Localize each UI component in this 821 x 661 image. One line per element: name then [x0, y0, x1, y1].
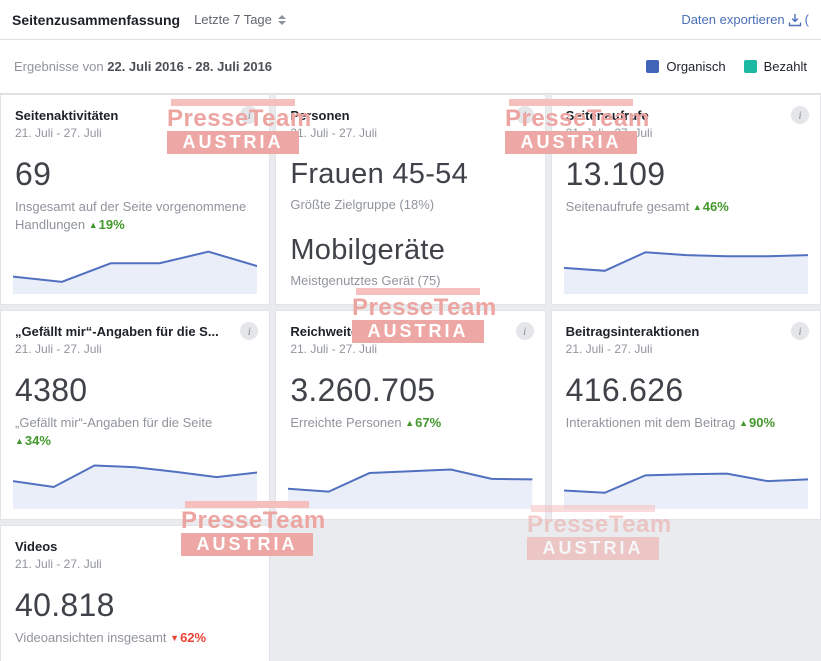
chevron-updown-icon: [277, 14, 286, 25]
delta-badge: ▲34%: [15, 432, 51, 448]
legend-label: Bezahlt: [763, 59, 807, 74]
metric-value: 69: [15, 156, 52, 192]
metric-caption: Seitenaufrufe gesamt ▲46%: [565, 199, 729, 214]
metric-value: 3.260.705: [290, 372, 436, 408]
delta-badge: ▼62%: [170, 630, 207, 645]
export-data-label: Daten exportieren: [681, 12, 785, 27]
info-icon[interactable]: i: [791, 322, 809, 340]
download-icon: [788, 13, 801, 26]
card-seitenaufrufe[interactable]: i Seitenaufrufe 21. Juli - 27. Juli 13.1…: [550, 94, 821, 305]
delta-badge: ▲67%: [405, 415, 442, 430]
card-videos[interactable]: i Videos 21. Juli - 27. Juli 40.818 Vide…: [0, 525, 271, 661]
metric-value: 40.818: [15, 587, 115, 623]
card-period: 21. Juli - 27. Juli: [290, 126, 378, 140]
metric-caption: Erreichte Personen ▲67%: [290, 415, 442, 430]
date-range-text: 22. Juli 2016 - 28. Juli 2016: [107, 59, 273, 74]
info-icon[interactable]: i: [240, 537, 259, 555]
info-icon[interactable]: i: [515, 106, 534, 124]
card-period: 21. Juli - 27. Juli: [15, 557, 102, 571]
down-arrow-icon: ▼: [170, 633, 180, 643]
metric-caption: Interaktionen mit dem Beitrag ▲90%: [565, 415, 776, 430]
date-range-selector[interactable]: Letzte 7 Tage: [194, 12, 286, 27]
up-arrow-icon: ▲: [692, 202, 702, 212]
metric-value: Mobilgeräte: [290, 233, 446, 266]
card-period: 21. Juli - 27. Juli: [565, 126, 653, 140]
legend-label: Organisch: [666, 59, 726, 74]
card-seitenaktivitaeten[interactable]: i Seitenaktivitäten 21. Juli - 27. Juli …: [0, 94, 271, 305]
up-arrow-icon: ▲: [15, 435, 24, 446]
metric-value: Frauen 45-54: [290, 158, 469, 190]
card-personen[interactable]: i Personen 21. Juli - 27. Juli Frauen 45…: [275, 94, 546, 305]
chart-legend: Organisch Bezahlt: [646, 59, 807, 74]
date-range-selector-label: Letzte 7 Tage: [194, 12, 272, 27]
info-icon[interactable]: i: [240, 106, 259, 124]
info-icon[interactable]: i: [791, 106, 809, 124]
trend-chart: [563, 236, 808, 294]
paid-swatch: [743, 60, 757, 73]
card-title: Reichweite: [290, 324, 359, 339]
metric-caption: Meistgenutztes Gerät (75): [290, 272, 441, 288]
audience-group: Frauen 45-54 Größte Zielgruppe (18%): [290, 158, 530, 214]
card-title: Seitenaufrufe: [565, 108, 649, 123]
metric-value: 416.626: [565, 372, 684, 408]
trend-chart: [563, 451, 808, 509]
metric-caption: Videoansichten insgesamt ▼62%: [15, 630, 207, 645]
clipped-text: (: [804, 12, 809, 27]
info-icon[interactable]: i: [240, 322, 259, 340]
card-title: Videos: [15, 539, 58, 554]
summary-cards-grid: i Seitenaktivitäten 21. Juli - 27. Juli …: [0, 94, 821, 661]
card-title: „Gefällt mir“-Angaben für die S...: [15, 324, 219, 339]
card-title: Personen: [290, 108, 350, 123]
up-arrow-icon: ▲: [739, 418, 749, 428]
card-gefaellt-mir[interactable]: i „Gefällt mir“-Angaben für die S... 21.…: [0, 310, 271, 520]
card-period: 21. Juli - 27. Juli: [565, 342, 653, 356]
card-period: 21. Juli - 27. Juli: [15, 342, 102, 356]
metric-caption: „Gefällt mir“-Angaben für die Seite ▲34%: [15, 415, 213, 448]
page-title: Seitenzusammenfassung: [12, 11, 181, 28]
results-subheader: Ergebnisse von 22. Juli 2016 - 28. Juli …: [0, 40, 821, 94]
metric-caption: Insgesamt auf der Seite vorgenommene Han…: [15, 199, 247, 232]
card-period: 21. Juli - 27. Juli: [15, 126, 102, 140]
metric-value: 13.109: [565, 156, 666, 192]
legend-item-paid: Bezahlt: [743, 59, 807, 74]
device-group: Mobilgeräte Meistgenutztes Gerät (75): [290, 234, 530, 290]
card-reichweite[interactable]: i Reichweite 21. Juli - 27. Juli 3.260.7…: [275, 310, 546, 520]
organic-swatch: [646, 60, 660, 73]
card-beitragsinteraktionen[interactable]: i Beitragsinteraktionen 21. Juli - 27. J…: [550, 310, 821, 520]
metric-value: 4380: [15, 372, 88, 408]
results-date-range: Ergebnisse von 22. Juli 2016 - 28. Juli …: [14, 59, 273, 74]
delta-badge: ▲19%: [88, 216, 125, 232]
export-data-link[interactable]: Daten exportieren (: [681, 12, 809, 27]
card-title: Beitragsinteraktionen: [565, 324, 700, 339]
delta-badge: ▲90%: [739, 415, 776, 430]
up-arrow-icon: ▲: [405, 418, 415, 428]
insights-toolbar: Seitenzusammenfassung Letzte 7 Tage Date…: [0, 0, 821, 40]
trend-chart: [13, 451, 258, 509]
delta-badge: ▲46%: [692, 199, 729, 214]
card-title: Seitenaktivitäten: [15, 108, 119, 123]
card-period: 21. Juli - 27. Juli: [290, 342, 378, 356]
metric-caption: Größte Zielgruppe (18%): [290, 197, 435, 212]
trend-chart: [288, 451, 533, 509]
trend-chart: [13, 236, 258, 294]
info-icon[interactable]: i: [515, 322, 534, 340]
legend-item-organic: Organisch: [646, 59, 726, 74]
up-arrow-icon: ▲: [88, 219, 98, 230]
